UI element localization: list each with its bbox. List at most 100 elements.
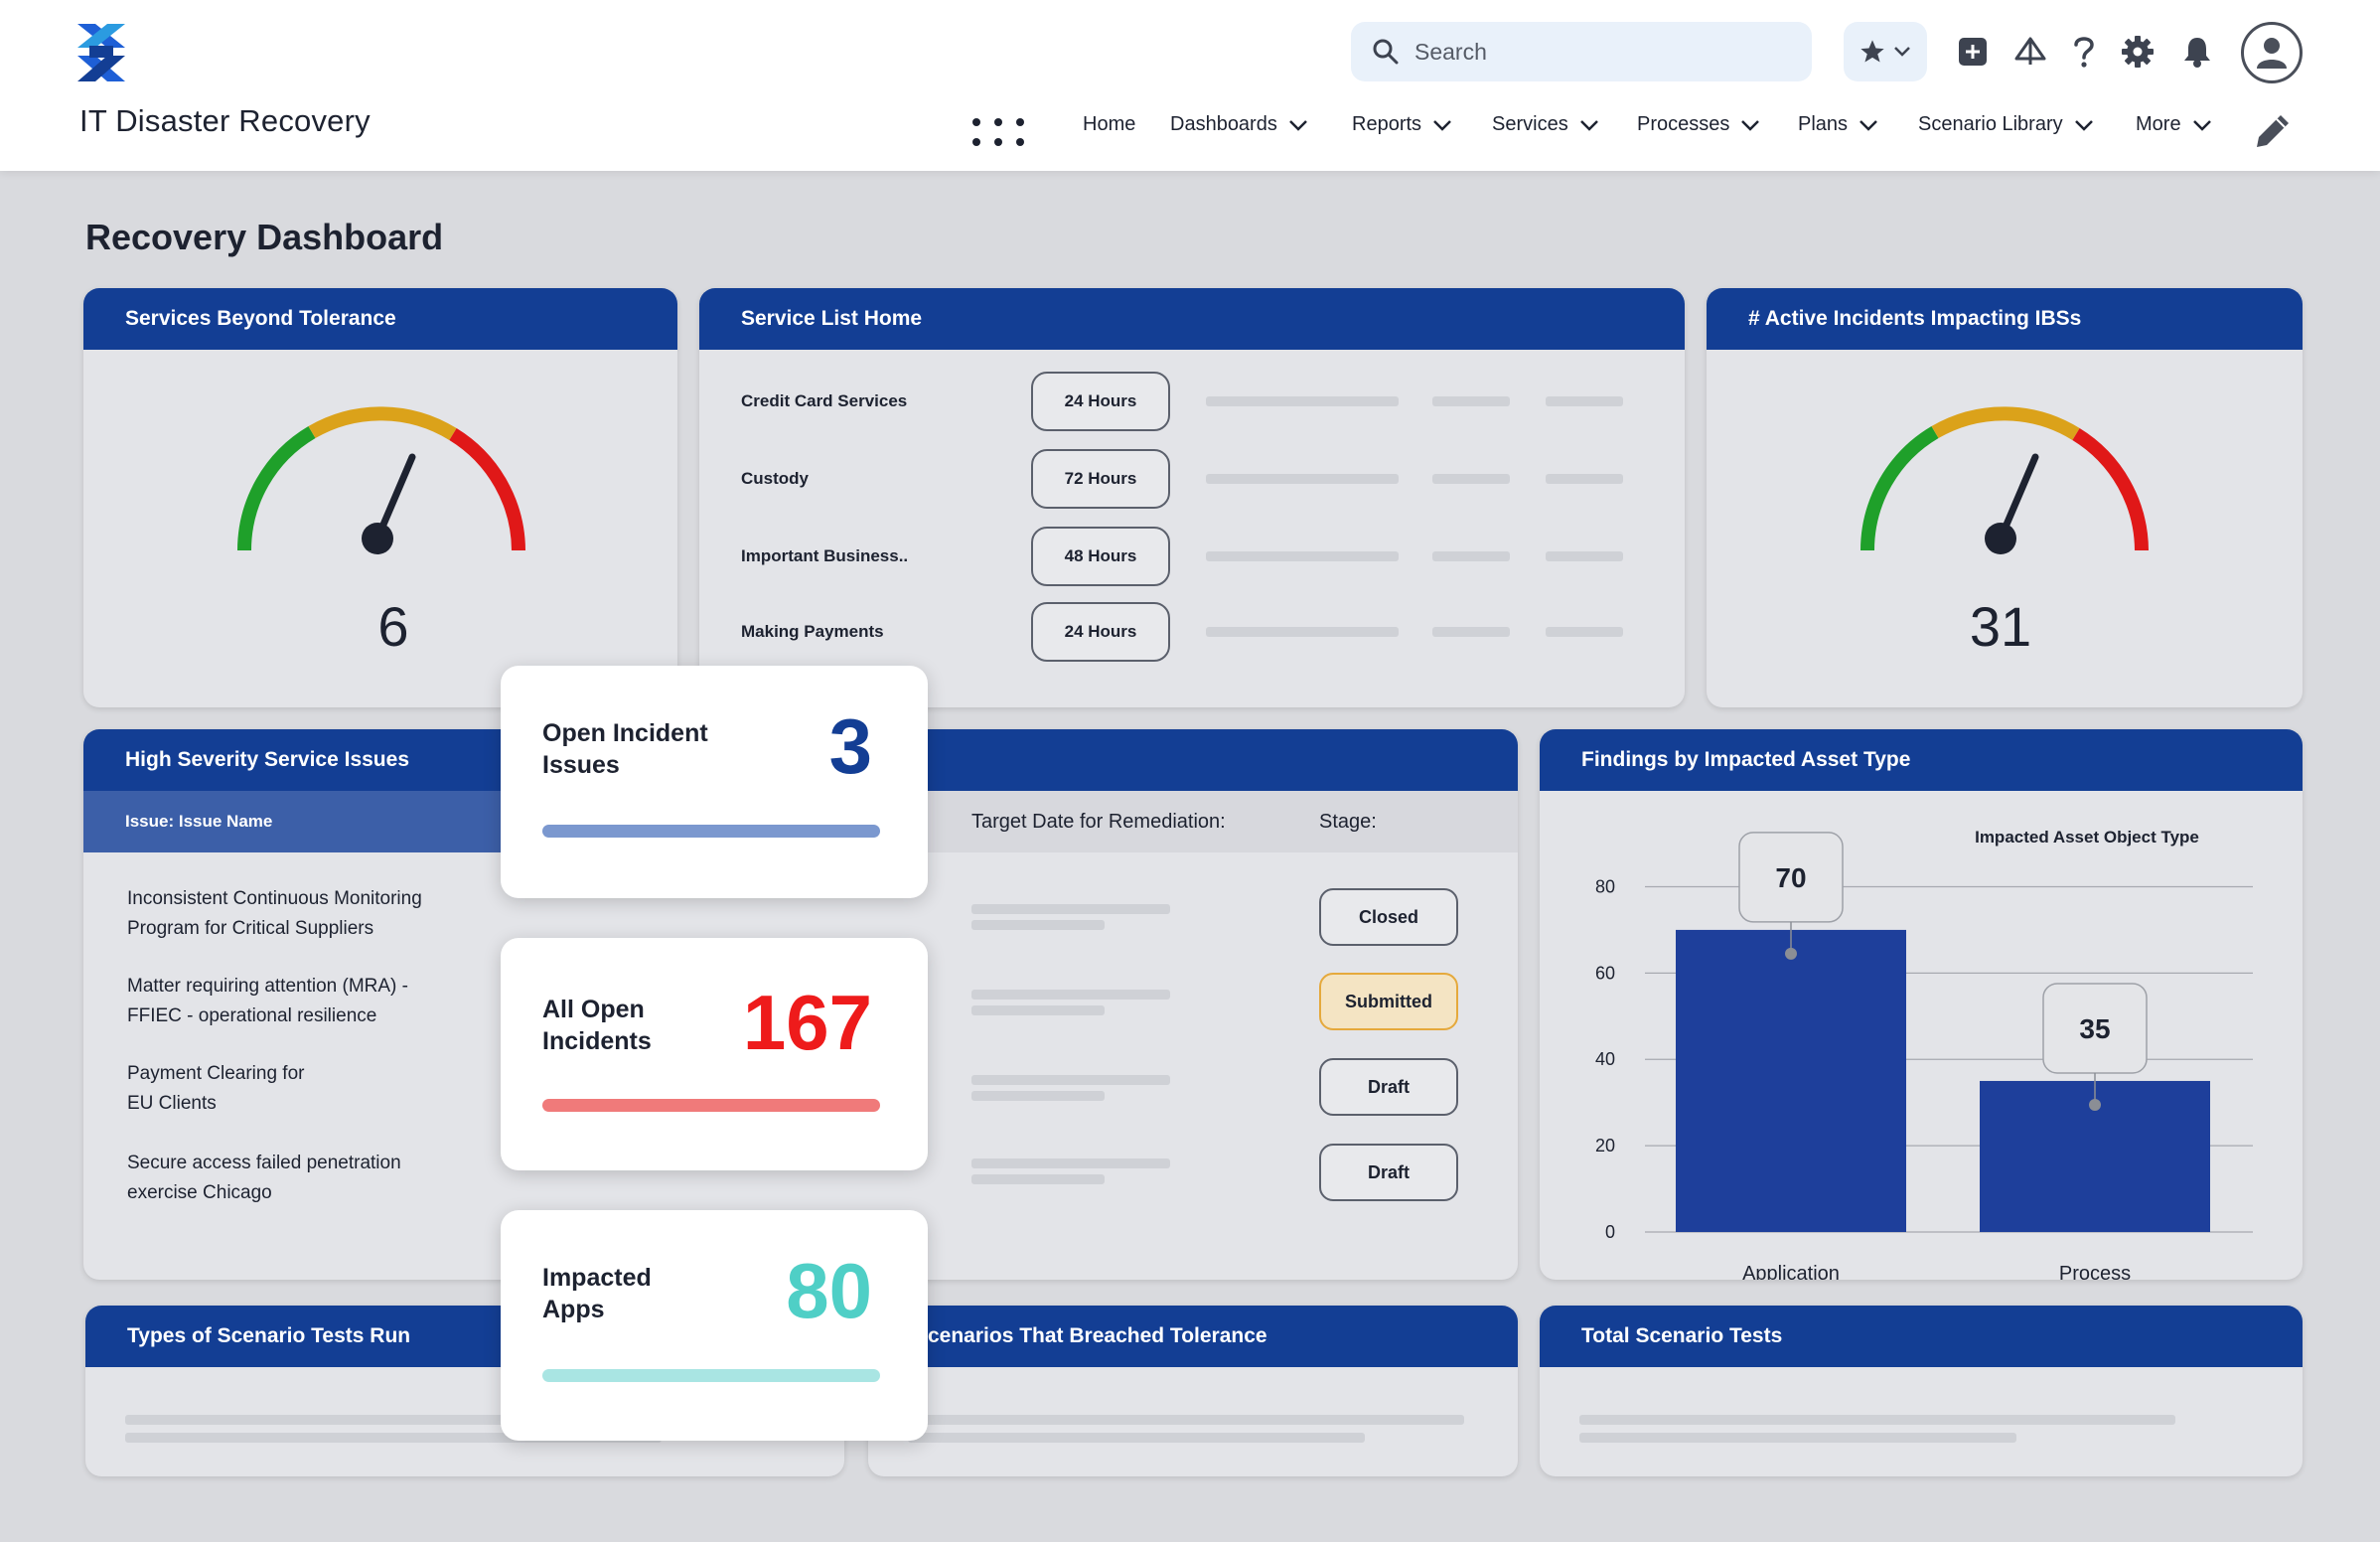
brand-logo-icon[interactable] <box>75 22 127 83</box>
service-duration-pill[interactable]: 48 Hours <box>1031 527 1170 586</box>
nav-services-label: Services <box>1492 113 1568 135</box>
chevron-down-icon <box>1288 119 1307 131</box>
chevron-down-icon <box>1894 47 1910 57</box>
services-beyond-tolerance-card: Services Beyond Tolerance 6 <box>83 288 677 707</box>
service-duration-pill[interactable]: 72 Hours <box>1031 449 1170 509</box>
gauge-value: 6 <box>377 595 409 658</box>
gauge-pivot <box>1985 523 2016 554</box>
service-duration-pill[interactable]: 24 Hours <box>1031 372 1170 431</box>
stage-badge[interactable]: Draft <box>1319 1058 1458 1116</box>
y-tick-label: 20 <box>1595 1136 1615 1156</box>
star-icon <box>1860 40 1884 63</box>
issue-item[interactable]: Secure access failed penetration exercis… <box>127 1149 465 1208</box>
active-incidents-card: # Active Incidents Impacting IBSs 31 <box>1707 288 2303 707</box>
issue-name-column-label: Issue: Issue Name <box>125 812 273 831</box>
issue-item[interactable]: Inconsistent Continuous Monitoring Progr… <box>127 884 465 944</box>
findings-bar-chart: Impacted Asset Object Type 0 20 40 60 80 Appli… <box>1595 828 2253 1280</box>
gear-icon <box>2122 36 2154 68</box>
favorites-button[interactable] <box>1844 22 1927 81</box>
pencil-icon[interactable] <box>2253 111 2293 151</box>
y-tick-label: 0 <box>1605 1222 1615 1242</box>
gauge-chart <box>1860 406 2149 554</box>
issue-line: Inconsistent Continuous Monitoring <box>127 888 422 909</box>
target-date-column-label: Target Date for Remediation: <box>971 811 1226 833</box>
nav-reports[interactable]: Reports <box>1352 113 1453 136</box>
stat-value: 80 <box>786 1247 872 1334</box>
service-list-home-card: Service List Home Credit Card Services 2… <box>699 288 1685 707</box>
service-row[interactable]: Custody 72 Hours <box>699 449 1685 509</box>
service-name: Custody <box>741 469 809 488</box>
stage-badge[interactable]: Closed <box>1319 888 1458 946</box>
gauge-chart <box>237 406 525 554</box>
chevron-down-icon <box>1579 119 1598 131</box>
stat-card-impacted-apps[interactable]: Impacted Apps 80 <box>501 1210 928 1441</box>
search-box[interactable] <box>1351 22 1812 81</box>
nav-dashboards[interactable]: Dashboards <box>1170 113 1309 136</box>
stat-card-open-incident-issues[interactable]: Open Incident Issues 3 <box>501 666 928 898</box>
app-launcher-icon[interactable] <box>971 117 1025 147</box>
chevron-down-icon <box>2074 119 2093 131</box>
y-tick-label: 60 <box>1595 963 1615 983</box>
card-title: Services Beyond Tolerance <box>83 288 677 350</box>
nav-more[interactable]: More <box>2136 113 2213 136</box>
issue-line: Program for Critical Suppliers <box>127 918 374 939</box>
settings-button[interactable] <box>2118 30 2157 74</box>
service-row[interactable]: Credit Card Services 24 Hours <box>699 372 1685 431</box>
service-row[interactable]: Important Business.. 48 Hours <box>699 527 1685 586</box>
stat-value: 167 <box>742 979 872 1066</box>
question-icon <box>2074 37 2094 68</box>
search-input[interactable] <box>1414 38 1792 66</box>
stat-label: All Open Incidents <box>542 994 741 1057</box>
stage-badge[interactable]: Submitted <box>1319 973 1458 1030</box>
stat-card-all-open-incidents[interactable]: All Open Incidents 167 <box>501 938 928 1170</box>
nav-home[interactable]: Home <box>1083 113 1135 136</box>
nav-reports-label: Reports <box>1352 113 1422 135</box>
nav-dashboards-label: Dashboards <box>1170 113 1277 135</box>
stat-label: Open Incident Issues <box>542 717 741 781</box>
add-button[interactable] <box>1953 30 1993 74</box>
service-name: Credit Card Services <box>741 391 908 410</box>
data-label-bubble <box>1738 832 1844 923</box>
tent-icon <box>2014 37 2046 65</box>
gauge-yellow-arc <box>1931 406 2080 440</box>
issue-line: Payment Clearing for <box>127 1063 305 1084</box>
findings-card: Findings by Impacted Asset Type Impacted… <box>1540 729 2303 1280</box>
notifications-button[interactable] <box>2177 30 2217 74</box>
nav-plans[interactable]: Plans <box>1798 113 1879 136</box>
x-tick-label: Process <box>2059 1263 2131 1280</box>
card-title: # Active Incidents Impacting IBSs <box>1707 288 2303 350</box>
nav-services[interactable]: Services <box>1492 113 1600 136</box>
stage-column-label: Stage: <box>1319 811 1377 833</box>
nav-scenario-library-label: Scenario Library <box>1918 113 2063 135</box>
chevron-down-icon <box>1433 119 1451 131</box>
issue-line: EU Clients <box>127 1093 217 1114</box>
stage-badge[interactable]: Draft <box>1319 1144 1458 1201</box>
nav-processes[interactable]: Processes <box>1637 113 1761 136</box>
nav-scenario-library[interactable]: Scenario Library <box>1918 113 2095 136</box>
issue-item[interactable]: Matter requiring attention (MRA) - FFIEC… <box>127 972 465 1031</box>
user-avatar[interactable] <box>2241 22 2303 83</box>
issue-line: exercise Chicago <box>127 1182 272 1203</box>
chevron-down-icon <box>2192 119 2211 131</box>
service-duration-pill[interactable]: 24 Hours <box>1031 602 1170 662</box>
stat-value: 3 <box>828 702 872 790</box>
data-point-dot <box>2089 1098 2101 1111</box>
issue-item[interactable]: Payment Clearing for EU Clients <box>127 1059 465 1119</box>
card-title: cenarios That Breached Tolerance <box>868 1306 1518 1367</box>
issue-line: FFIEC - operational resilience <box>127 1005 377 1026</box>
card-title: Findings by Impacted Asset Type <box>1540 729 2303 791</box>
service-row[interactable]: Making Payments 24 Hours <box>699 602 1685 662</box>
data-label: 70 <box>1775 862 1806 893</box>
gauge-yellow-arc <box>308 406 457 440</box>
apps-button[interactable] <box>2010 30 2050 74</box>
gauge-value: 31 <box>1969 595 2032 658</box>
help-button[interactable] <box>2064 30 2104 74</box>
stat-bar <box>542 825 880 838</box>
search-icon <box>1373 39 1399 65</box>
nav-home-label: Home <box>1083 113 1136 135</box>
y-tick-label: 80 <box>1595 876 1615 896</box>
y-tick-label: 40 <box>1595 1049 1615 1069</box>
data-label-bubble <box>2042 983 2148 1074</box>
bell-icon <box>2184 38 2210 68</box>
card-title: Total Scenario Tests <box>1540 1306 2303 1367</box>
